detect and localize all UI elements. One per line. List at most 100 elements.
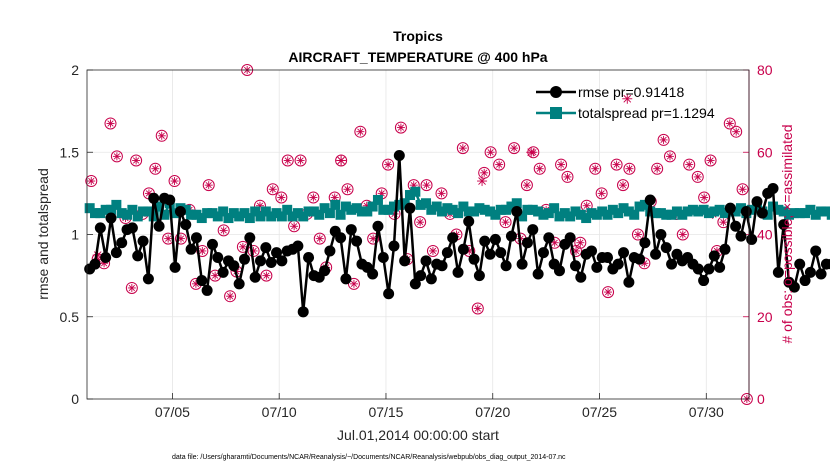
rmse-point bbox=[516, 258, 528, 270]
left-axis-rmse: 0 0.5 1 1.5 2 bbox=[60, 62, 93, 407]
totalspread-point bbox=[773, 204, 784, 215]
totalspread-point bbox=[522, 204, 533, 215]
totalspread-point bbox=[308, 206, 319, 217]
totalspread-point bbox=[255, 211, 266, 222]
obs-possible-star bbox=[309, 193, 318, 202]
obs-possible-point bbox=[367, 232, 380, 245]
y2-axis-label: # of obs: o=possible; ×=assimilated bbox=[779, 124, 795, 343]
obs-possible-star bbox=[132, 156, 141, 165]
obs-assimilated-point bbox=[477, 176, 488, 187]
totalspread-point bbox=[186, 209, 197, 220]
totalspread-point bbox=[90, 208, 101, 219]
rmse-point bbox=[319, 265, 331, 277]
rmse-point bbox=[137, 235, 149, 247]
obs-possible-star bbox=[522, 181, 531, 190]
rmse-point bbox=[420, 255, 432, 267]
y2-tick-label: 60 bbox=[757, 144, 773, 160]
totalspread-point bbox=[116, 208, 127, 219]
totalspread-point bbox=[346, 204, 357, 215]
rmse-point bbox=[409, 278, 421, 290]
totalspread-point bbox=[682, 206, 693, 217]
totalspread-point bbox=[388, 201, 399, 212]
rmse-point bbox=[650, 248, 662, 260]
totalspread-point bbox=[485, 206, 496, 217]
obs-possible-point bbox=[623, 162, 636, 175]
obs-possible-point bbox=[704, 154, 717, 167]
obs-possible-star bbox=[422, 181, 431, 190]
totalspread-point bbox=[234, 211, 245, 222]
totalspread-point bbox=[271, 208, 282, 219]
rmse-point bbox=[537, 247, 549, 259]
rmse-point bbox=[810, 245, 822, 257]
rmse-point bbox=[575, 271, 587, 283]
obs-possible-star bbox=[480, 168, 489, 177]
obs-possible-star bbox=[725, 119, 734, 128]
obs-possible-star bbox=[486, 148, 495, 157]
obs-possible-star bbox=[428, 246, 437, 255]
rmse-point bbox=[169, 261, 181, 273]
totalspread-point bbox=[789, 208, 800, 219]
rmse-point bbox=[233, 278, 245, 290]
obs-possible-star bbox=[557, 160, 566, 169]
obs-possible-star bbox=[343, 185, 352, 194]
legend-rmse-label: rmse pr=0.91418 bbox=[578, 84, 684, 100]
totalspread-point bbox=[655, 208, 666, 219]
y2-tick-label: 40 bbox=[757, 227, 773, 243]
totalspread-point bbox=[639, 199, 650, 210]
data-file-footnote: data file: /Users/gharamti/Documents/NCA… bbox=[172, 454, 566, 461]
rmse-point bbox=[457, 243, 469, 255]
rmse-point bbox=[564, 232, 576, 244]
obs-possible-point bbox=[130, 154, 143, 167]
totalspread-point bbox=[687, 204, 698, 215]
chart-title: Tropics bbox=[393, 28, 443, 44]
totalspread-point bbox=[404, 190, 415, 201]
rmse-point bbox=[441, 247, 453, 259]
rmse-point bbox=[212, 252, 224, 264]
totalspread-point bbox=[196, 213, 207, 224]
obs-possible-point bbox=[420, 179, 433, 192]
obs-possible-point bbox=[236, 240, 249, 253]
totalspread-point bbox=[447, 204, 458, 215]
legend-spread-label: totalspread pr=1.1294 bbox=[578, 105, 715, 121]
obs-possible-star bbox=[198, 246, 207, 255]
obs-possible-star bbox=[495, 160, 504, 169]
x-tick-label: 07/25 bbox=[582, 404, 617, 420]
obs-possible-point bbox=[168, 175, 181, 188]
rmse-point bbox=[148, 192, 160, 204]
totalspread-point bbox=[613, 208, 624, 219]
obs-possible-point bbox=[508, 142, 521, 155]
rmse-point bbox=[815, 268, 827, 280]
rmse-point bbox=[740, 205, 752, 217]
totalspread-point bbox=[677, 209, 688, 220]
obs-possible-point bbox=[85, 175, 98, 188]
obs-possible-point bbox=[456, 142, 469, 155]
rmse-point bbox=[452, 266, 464, 278]
x-tick-label: 07/05 bbox=[155, 404, 190, 420]
obs-possible-point bbox=[589, 162, 602, 175]
rmse-point bbox=[495, 247, 507, 259]
totalspread-point bbox=[100, 204, 111, 215]
totalspread-point bbox=[458, 201, 469, 212]
obs-possible-star bbox=[678, 230, 687, 239]
totalspread-point bbox=[362, 206, 373, 217]
obs-possible-star bbox=[653, 164, 662, 173]
obs-possible-star bbox=[315, 234, 324, 243]
rmse-point bbox=[735, 230, 747, 242]
totalspread-point bbox=[442, 203, 453, 214]
totalspread-point bbox=[282, 204, 293, 215]
obs-assimilated-point bbox=[526, 147, 537, 158]
obs-possible-point bbox=[617, 179, 630, 192]
rmse-point bbox=[746, 233, 758, 245]
totalspread-point bbox=[266, 211, 277, 222]
y-tick-label: 1 bbox=[71, 227, 79, 243]
totalspread-point bbox=[805, 204, 816, 215]
totalspread-point bbox=[709, 206, 720, 217]
x-tick-label: 07/30 bbox=[689, 404, 724, 420]
totalspread-point bbox=[319, 203, 330, 214]
totalspread-point bbox=[549, 203, 560, 214]
totalspread-point bbox=[298, 211, 309, 222]
totalspread-point bbox=[634, 201, 645, 212]
totalspread-point bbox=[607, 204, 618, 215]
rmse-point bbox=[196, 275, 208, 287]
